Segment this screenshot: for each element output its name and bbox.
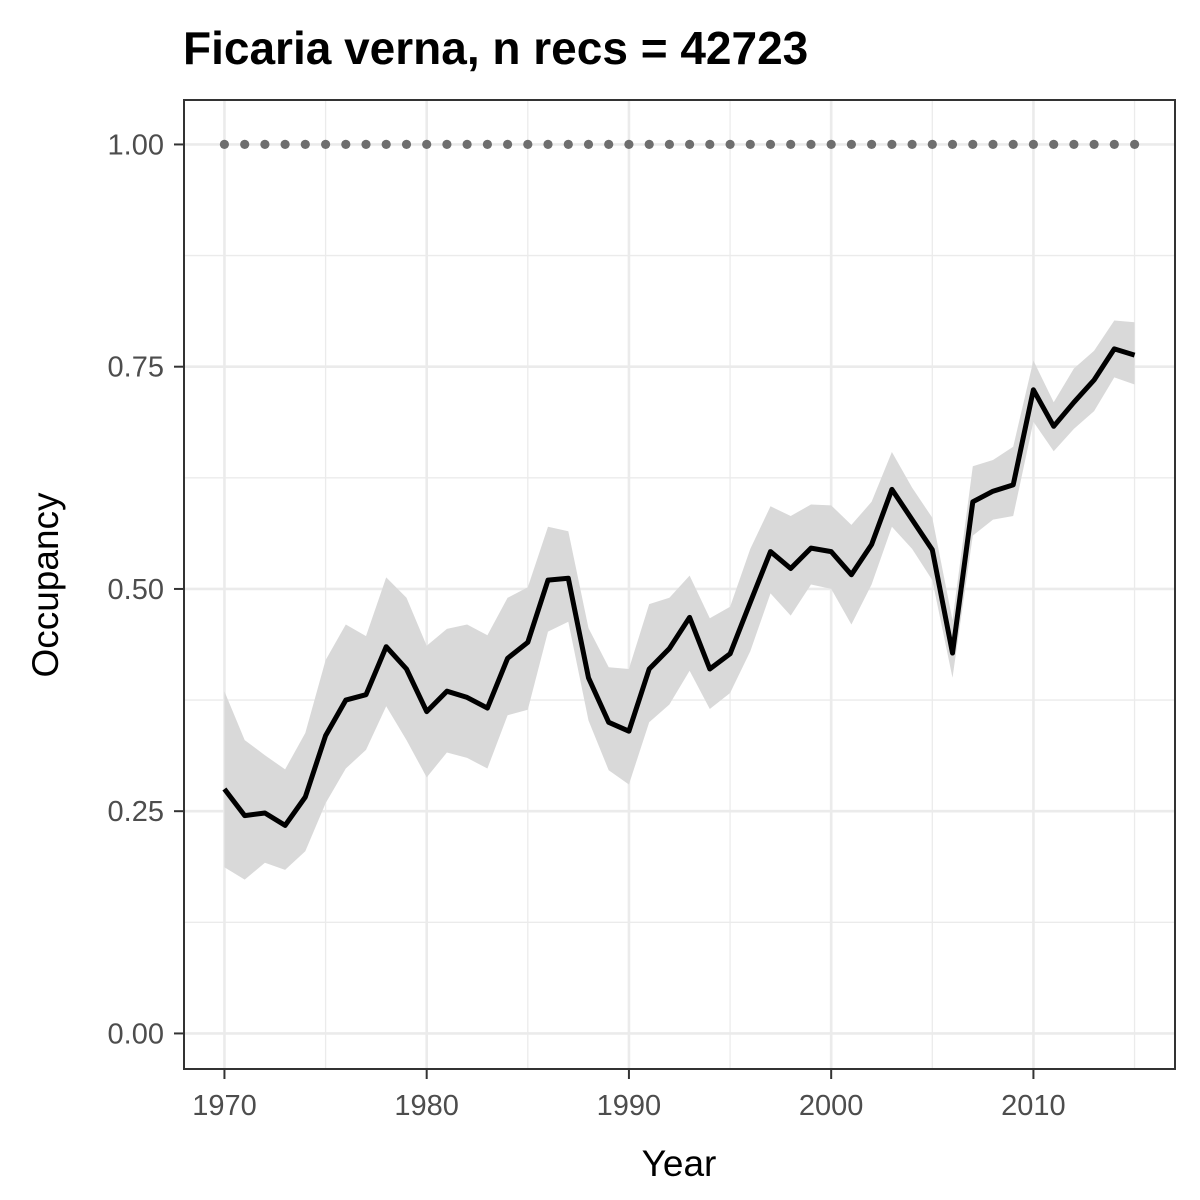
reference-point — [1089, 139, 1099, 149]
reference-point — [846, 139, 857, 149]
reference-point — [705, 139, 715, 149]
reference-point — [381, 139, 391, 149]
reference-point — [1008, 139, 1018, 149]
reference-point — [968, 139, 978, 149]
reference-point — [725, 139, 735, 149]
y-tick-label: 1.00 — [108, 129, 164, 161]
reference-point — [745, 139, 755, 149]
grid-lines — [184, 100, 1175, 1069]
reference-point — [1130, 139, 1140, 149]
occupancy-line — [222, 346, 1136, 828]
y-axis: 0.00 0.25 0.50 0.75 1.00 — [108, 129, 184, 1050]
reference-point — [907, 139, 917, 149]
x-tick-label: 1970 — [192, 1090, 257, 1122]
reference-point — [503, 139, 513, 149]
reference-point — [401, 139, 412, 149]
reference-point — [482, 139, 492, 149]
reference-point — [361, 139, 371, 149]
reference-point — [442, 139, 452, 149]
x-tick-label: 1980 — [394, 1090, 459, 1122]
reference-point — [219, 139, 229, 149]
reference-point — [867, 139, 877, 149]
reference-point — [685, 139, 695, 149]
y-axis-title: Occupancy — [25, 492, 66, 678]
reference-point — [664, 139, 675, 149]
reference-point — [341, 139, 351, 149]
y-tick-label: 0.25 — [108, 796, 164, 828]
reference-point — [806, 139, 816, 149]
reference-point — [280, 139, 290, 149]
reference-point — [826, 139, 836, 149]
reference-point — [765, 139, 776, 149]
reference-point — [786, 139, 796, 149]
reference-point — [240, 139, 250, 149]
confidence-ribbon — [224, 320, 1135, 880]
confidence-ribbon-layer — [224, 320, 1135, 880]
chart-title: Ficaria verna, n recs = 42723 — [183, 22, 808, 74]
reference-point — [988, 139, 998, 149]
reference-point — [624, 139, 634, 149]
reference-point — [563, 139, 573, 149]
x-tick-label: 2010 — [1001, 1090, 1066, 1122]
reference-point — [462, 139, 472, 149]
reference-point — [1049, 139, 1059, 149]
reference-points-layer — [219, 139, 1140, 149]
x-axis-title: Year — [642, 1143, 717, 1184]
reference-point — [644, 139, 654, 149]
occupancy-line-layer — [222, 346, 1136, 828]
x-axis: 1970 1980 1990 2000 2010 — [192, 1069, 1066, 1122]
reference-point — [543, 139, 553, 149]
reference-point — [1028, 139, 1038, 149]
reference-point — [927, 139, 937, 149]
x-tick-label: 2000 — [799, 1090, 864, 1122]
reference-point — [1069, 139, 1079, 149]
y-tick-label: 0.75 — [108, 352, 164, 384]
reference-point — [260, 139, 270, 149]
y-tick-label: 0.50 — [108, 574, 164, 606]
reference-point — [947, 139, 958, 149]
reference-point — [422, 139, 432, 149]
reference-point — [523, 139, 533, 149]
reference-point — [887, 139, 897, 149]
reference-point — [583, 139, 594, 149]
reference-point — [321, 139, 331, 149]
y-tick-label: 0.00 — [108, 1018, 164, 1050]
reference-point — [1109, 139, 1119, 149]
panel-border — [183, 99, 1176, 1070]
x-tick-label: 1990 — [597, 1090, 662, 1122]
reference-point — [300, 139, 310, 149]
reference-point — [604, 139, 614, 149]
